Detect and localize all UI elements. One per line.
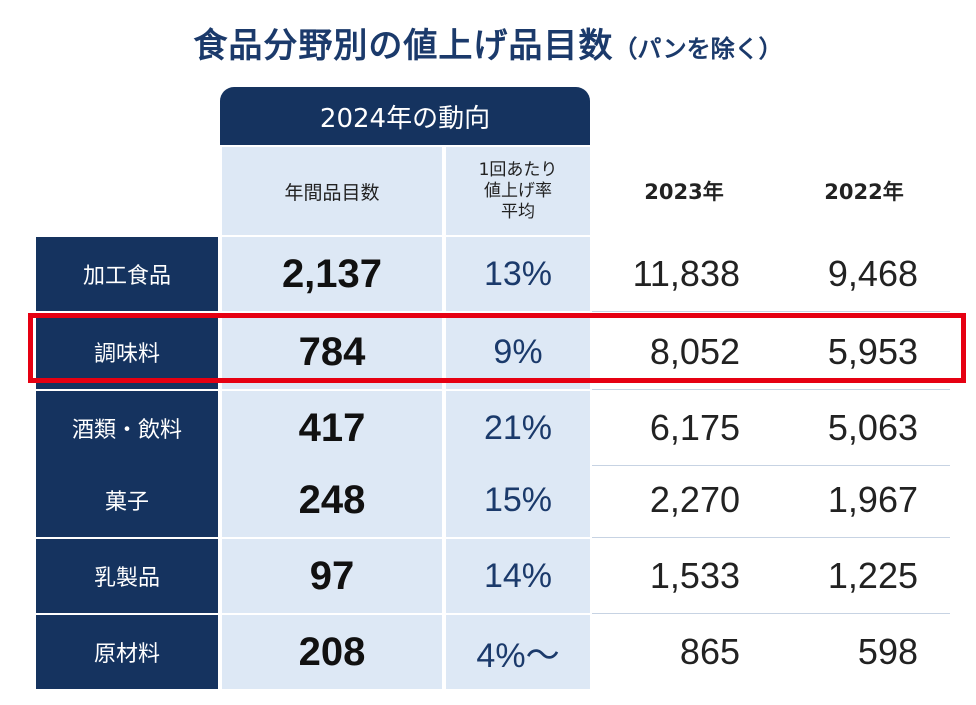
row-category: 菓子 [36, 463, 218, 537]
row-2022: 598 [857, 631, 918, 672]
colhead-2022: 2022年 [824, 180, 904, 204]
row-2023: 1,533 [649, 555, 740, 596]
group-header-2024: 2024年の動向 [220, 87, 590, 145]
table-row: 乳製品 97 14% 1,533 1,225 [36, 539, 950, 614]
colhead-rate-line1: 1回あたり [478, 159, 558, 180]
row-2022: 1,967 [827, 479, 918, 520]
row-2023: 2,270 [649, 479, 740, 520]
table-row: 原材料 208 4%～ 865 598 [36, 615, 950, 689]
row-avg-rate: 14% [446, 539, 590, 613]
row-avg-rate: 4%～ [446, 615, 590, 689]
row-category: 調味料 [36, 315, 218, 389]
row-count-2024: 97 [222, 539, 442, 613]
row-category: 加工食品 [36, 237, 218, 311]
row-category: 原材料 [36, 615, 218, 689]
colhead-2023: 2023年 [644, 180, 724, 204]
table-row: 酒類・飲料 417 21% 6,175 5,063 [36, 391, 950, 466]
title-sub: （パンを除く） [613, 35, 783, 63]
row-2023: 865 [679, 631, 740, 672]
highlight-box [28, 313, 966, 383]
row-2023: 8,052 [649, 331, 740, 372]
title-main: 食品分野別の値上げ品目数 [193, 26, 614, 66]
row-count-2024: 417 [222, 391, 442, 465]
colhead-rate-line2: 値上げ率 [483, 180, 552, 201]
row-avg-rate: 9% [446, 315, 590, 389]
row-count-2024: 784 [222, 315, 442, 389]
row-count-2024: 208 [222, 615, 442, 689]
row-divider [592, 311, 950, 312]
table-row: 菓子 248 15% 2,270 1,967 [36, 463, 950, 538]
row-divider [592, 389, 950, 390]
page-title: 食品分野別の値上げ品目数（パンを除く） [0, 18, 976, 67]
row-2022: 5,953 [827, 331, 918, 372]
row-count-2024: 248 [222, 463, 442, 537]
row-avg-rate: 13% [446, 237, 590, 311]
row-avg-rate: 21% [446, 391, 590, 465]
row-divider [592, 465, 950, 466]
row-category: 乳製品 [36, 539, 218, 613]
colhead-annual-count: 年間品目数 [222, 147, 442, 235]
table-row: 調味料 784 9% 8,052 5,953 [36, 315, 950, 390]
row-divider [592, 613, 950, 614]
row-2022: 9,468 [827, 253, 918, 294]
row-divider [592, 537, 950, 538]
colhead-avg-rate: 1回あたり 値上げ率 平均 [446, 147, 590, 235]
colhead-rate-line3: 平均 [500, 201, 535, 222]
row-2022: 5,063 [827, 407, 918, 448]
row-2022: 1,225 [827, 555, 918, 596]
row-count-2024: 2,137 [222, 237, 442, 311]
row-category: 酒類・飲料 [36, 391, 218, 465]
row-avg-rate: 15% [446, 463, 590, 537]
row-2023: 11,838 [632, 253, 740, 294]
row-2023: 6,175 [649, 407, 740, 448]
table-row: 加工食品 2,137 13% 11,838 9,468 [36, 237, 950, 312]
